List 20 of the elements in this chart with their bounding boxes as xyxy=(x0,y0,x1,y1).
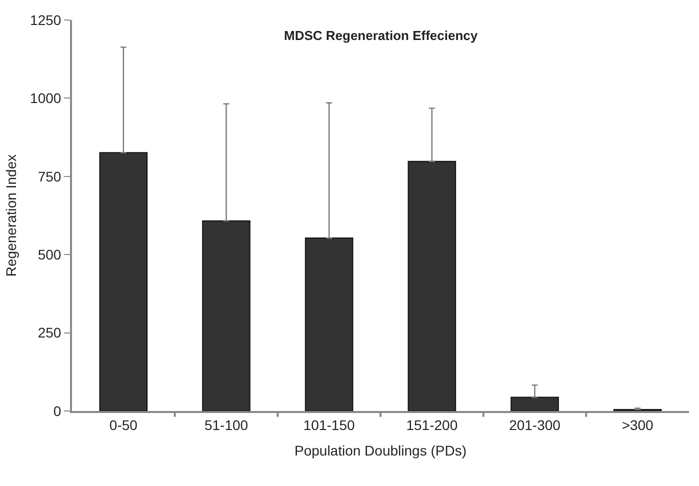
x-tick-label: 101-150 xyxy=(303,416,355,433)
y-tick-label: 750 xyxy=(38,168,62,184)
text: MDSC Regeneration Effeciency xyxy=(284,28,478,43)
x-axis-title: Population Doublings (PDs) xyxy=(294,442,466,459)
x-tick-label: >300 xyxy=(622,416,654,433)
y-tick-label: 1000 xyxy=(30,90,62,106)
x-tick-label: 201-300 xyxy=(509,416,561,433)
x-tick-label: 0-50 xyxy=(109,416,138,433)
x-tick-label: 51-100 xyxy=(204,416,248,433)
x-tick-label: 151-200 xyxy=(406,416,458,433)
y-tick-label: 500 xyxy=(38,246,62,262)
bar xyxy=(304,238,354,411)
y-axis-title: Regeneration Index xyxy=(3,154,20,277)
y-tick-label: 250 xyxy=(38,324,62,341)
bar xyxy=(510,396,559,411)
y-tick-label: 1250 xyxy=(30,12,62,28)
y-tick-label: 0 xyxy=(53,402,62,419)
bar xyxy=(408,160,456,411)
bar xyxy=(99,152,148,411)
bar xyxy=(202,220,250,411)
